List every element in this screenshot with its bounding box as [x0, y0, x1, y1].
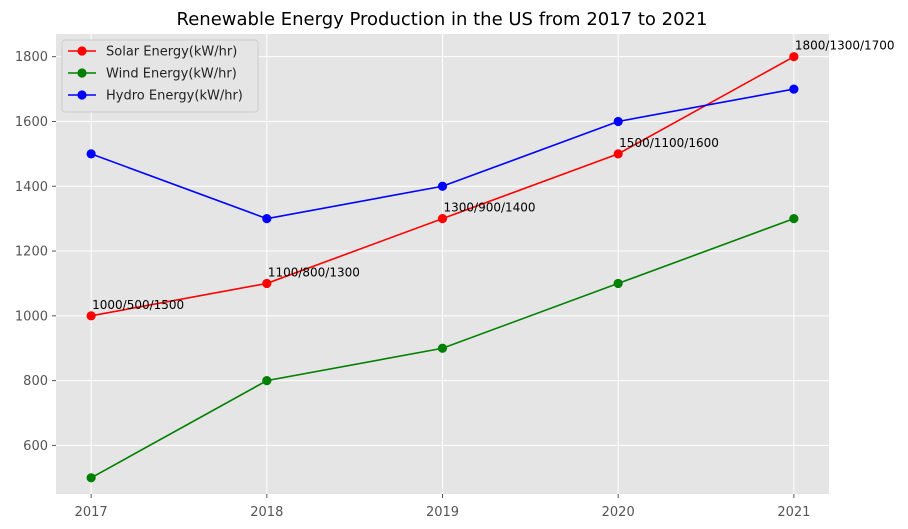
data-point — [613, 116, 623, 127]
data-label: 1500/1100/1600 — [619, 136, 719, 150]
x-tick-label: 2018 — [250, 505, 283, 520]
x-axis: 2017 2018 2019 2020 2021 — [75, 494, 810, 520]
data-label: 1300/900/1400 — [444, 201, 536, 215]
data-point — [86, 149, 96, 159]
chart-title: Renewable Energy Production in the US fr… — [177, 9, 708, 30]
y-axis: 600 800 1000 1200 1400 1600 1800 — [15, 50, 56, 454]
y-tick-label: 600 — [23, 439, 48, 454]
legend-label: Hydro Energy(kW/hr) — [106, 89, 243, 104]
data-point — [437, 214, 448, 224]
y-tick-label: 1400 — [15, 180, 48, 195]
series-layer — [86, 52, 799, 483]
data-point — [789, 214, 799, 224]
y-tick-label: 1000 — [15, 309, 48, 324]
legend-marker — [77, 90, 87, 100]
legend-marker — [77, 46, 87, 56]
x-tick-label: 2019 — [426, 505, 459, 520]
data-point — [86, 473, 96, 483]
data-point — [789, 84, 799, 94]
y-tick-label: 1600 — [15, 115, 48, 130]
legend-marker — [77, 68, 87, 78]
data-point — [613, 149, 623, 159]
data-point — [262, 376, 272, 386]
data-point — [262, 214, 272, 224]
y-tick-label: 1800 — [15, 50, 48, 65]
annotations: 1000/500/1500 1100/800/1300 1300/900/1400 1… — [92, 39, 894, 312]
data-point — [86, 311, 96, 321]
data-point — [437, 181, 448, 191]
y-tick-label: 800 — [23, 374, 48, 389]
x-tick-label: 2021 — [777, 505, 810, 520]
data-point — [789, 52, 799, 62]
x-tick-label: 2020 — [602, 505, 635, 520]
data-label: 1100/800/1300 — [268, 265, 360, 279]
x-tick-label: 2017 — [75, 505, 108, 520]
legend-box — [61, 39, 259, 113]
legend-label: Wind Energy(kW/hr) — [106, 67, 237, 82]
data-label: 1000/500/1500 — [92, 298, 184, 312]
data-point — [613, 278, 623, 289]
legend: Solar Energy(kW/hr) Wind Energy(kW/hr) Hyd… — [61, 39, 259, 113]
data-label: 1800/1300/1700 — [795, 39, 895, 53]
legend-label: Solar Energy(kW/hr) — [106, 45, 237, 60]
data-point — [437, 343, 448, 353]
data-point — [262, 278, 272, 289]
y-tick-label: 1200 — [15, 245, 48, 260]
